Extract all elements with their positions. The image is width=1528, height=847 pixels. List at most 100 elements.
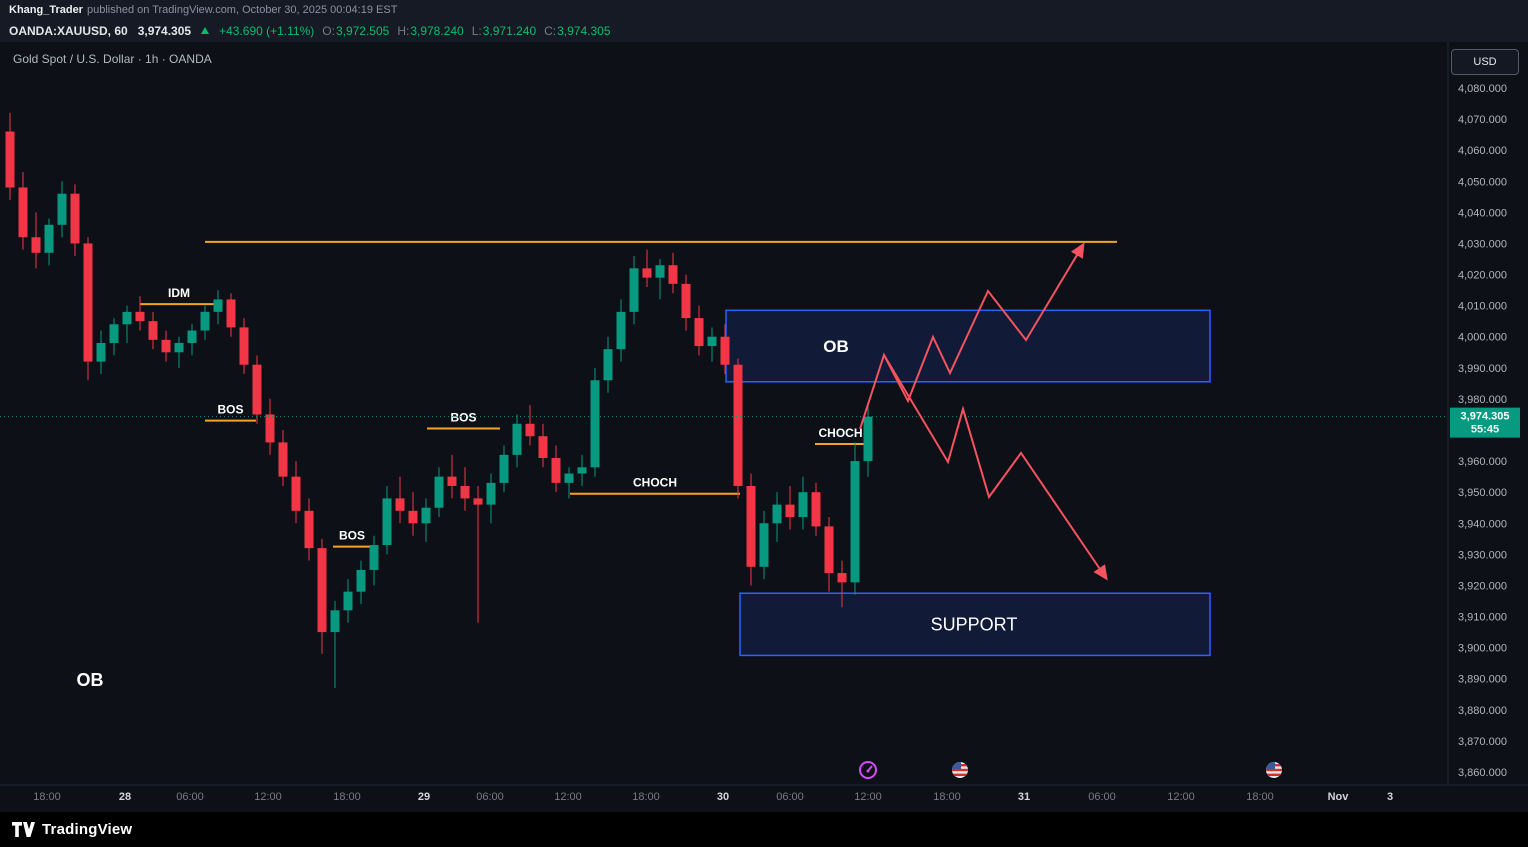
candle <box>226 293 236 337</box>
candle <box>31 212 41 269</box>
brand-text: TradingView <box>42 821 133 838</box>
candle <box>70 184 80 256</box>
projection-arrow-bearish-to-support <box>883 354 1108 581</box>
structure-label: IDM <box>168 286 190 300</box>
candle <box>148 311 158 350</box>
candle <box>551 445 561 493</box>
candle <box>798 476 808 530</box>
candle <box>655 259 665 300</box>
candle <box>837 560 847 608</box>
price-tick-label: 4,050.000 <box>1458 176 1507 188</box>
candle <box>395 476 405 524</box>
price-tick-label: 3,880.000 <box>1458 705 1507 717</box>
structure-bos-2: BOS <box>333 529 371 548</box>
price-tick-label: 3,940.000 <box>1458 518 1507 530</box>
candle <box>109 318 119 356</box>
price-tick-label: 3,890.000 <box>1458 674 1507 686</box>
candle <box>135 296 145 331</box>
candle <box>811 482 821 536</box>
structure-choch-5: CHOCH <box>815 426 866 445</box>
author-link[interactable]: Khang_Trader <box>9 3 83 16</box>
time-tick-label: 18:00 <box>33 791 61 803</box>
zone-label: SUPPORT <box>931 614 1018 634</box>
candle <box>278 430 288 486</box>
candle <box>707 327 717 362</box>
low-value: L: 3,971.240 <box>472 24 536 38</box>
event-marker-us-flag[interactable] <box>952 762 968 778</box>
candle <box>473 485 483 623</box>
candle <box>161 330 171 362</box>
badge-countdown: 55:45 <box>1471 424 1499 436</box>
text-label-ob: OB <box>77 670 104 690</box>
candle <box>603 336 613 393</box>
candle <box>317 538 327 654</box>
candle <box>447 454 457 499</box>
candle <box>720 324 730 375</box>
badge-price: 3,974.305 <box>1461 411 1510 423</box>
candle <box>642 249 652 287</box>
structure-choch-4: CHOCH <box>570 476 740 495</box>
time-tick-label: 06:00 <box>1088 791 1116 803</box>
candle <box>343 579 353 623</box>
price-tick-label: 3,990.000 <box>1458 363 1507 375</box>
close-number: 3,974.305 <box>557 23 611 38</box>
last-price: 3,974.305 <box>137 23 192 38</box>
event-marker-gauge[interactable] <box>859 761 877 779</box>
zone-rect <box>725 309 1211 383</box>
footer-bar: TradingView <box>0 812 1528 847</box>
time-tick-label: 18:00 <box>333 791 361 803</box>
candle <box>850 442 860 595</box>
candle <box>746 473 756 586</box>
candle <box>122 305 132 343</box>
symbol-title[interactable]: OANDA:XAUUSD, 60 <box>9 23 128 38</box>
time-axis-labels: 18:00 28 06:00 12:00 18:00 29 06:00 12:00 18:00 3… <box>33 791 1393 803</box>
price-tick-label: 4,000.000 <box>1458 332 1507 344</box>
candle <box>434 467 444 518</box>
price-tick-label: 3,920.000 <box>1458 580 1507 592</box>
tradingview-logo[interactable]: TradingView <box>12 821 132 838</box>
candle <box>421 498 431 542</box>
candle <box>759 510 769 580</box>
candle <box>239 318 249 375</box>
price-tick-label: 3,930.000 <box>1458 549 1507 561</box>
price-tick-label: 4,060.000 <box>1458 145 1507 157</box>
zone-ob: OB <box>725 309 1211 383</box>
price-change: +43.690 (+1.11%) <box>219 23 315 38</box>
time-tick-label: 12:00 <box>854 791 882 803</box>
time-tick-label: 29 <box>418 791 430 803</box>
candle <box>460 467 470 511</box>
time-tick-label: 06:00 <box>476 791 504 803</box>
open-value: O: 3,972.505 <box>322 24 389 38</box>
high-value: H: 3,978.240 <box>397 24 463 38</box>
event-marker-us-flag[interactable] <box>1266 762 1282 778</box>
structure-label: BOS <box>339 529 365 543</box>
price-tick-label: 4,020.000 <box>1458 270 1507 282</box>
structure-label: BOS <box>217 403 243 417</box>
price-tick-label: 3,860.000 <box>1458 767 1507 779</box>
price-axis[interactable] <box>1448 42 1528 785</box>
close-value: C: 3,974.305 <box>544 24 610 38</box>
time-tick-label: 12:00 <box>554 791 582 803</box>
price-tick-label: 3,980.000 <box>1458 394 1507 406</box>
candle <box>369 535 379 586</box>
structure-bos-3: BOS <box>427 410 500 430</box>
zone-support: SUPPORT <box>739 592 1211 657</box>
candle <box>83 237 93 381</box>
high-label: H: <box>397 23 410 38</box>
candle <box>681 274 691 331</box>
attribution-row: Khang_Trader published on TradingView.co… <box>0 0 1528 19</box>
close-label: C: <box>544 23 557 38</box>
time-tick-label: 18:00 <box>632 791 660 803</box>
time-tick-label: 18:00 <box>933 791 961 803</box>
candle <box>733 358 743 499</box>
price-tick-label: 3,960.000 <box>1458 456 1507 468</box>
currency-button[interactable]: USD <box>1451 49 1519 75</box>
high-number: 3,978.240 <box>410 23 464 38</box>
candle <box>18 171 28 250</box>
candle <box>616 299 626 362</box>
chart-legend[interactable]: Gold Spot / U.S. Dollar · 1h · OANDA <box>13 52 212 66</box>
time-axis[interactable] <box>0 785 1448 812</box>
candle <box>187 324 197 356</box>
